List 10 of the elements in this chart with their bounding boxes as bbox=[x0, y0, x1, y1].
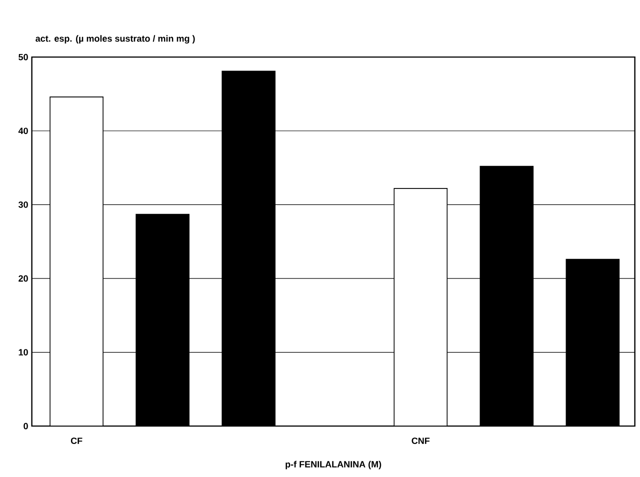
x-tick-label: CNF bbox=[412, 438, 430, 444]
y-axis-title: act. esp. (µ moles sustrato / min mg ) bbox=[36, 35, 195, 44]
y-tick-label: 20 bbox=[18, 275, 28, 282]
x-tick-label: CF bbox=[70, 438, 82, 444]
y-tick-label: 30 bbox=[18, 201, 28, 208]
x-axis-title: p-f FENILALANINA (M) bbox=[286, 460, 382, 470]
y-tick-label: 40 bbox=[18, 128, 28, 134]
y-tick-label: 10 bbox=[18, 349, 28, 356]
y-tick-label: 50 bbox=[18, 54, 28, 60]
y-tick-label: 0 bbox=[24, 422, 28, 430]
